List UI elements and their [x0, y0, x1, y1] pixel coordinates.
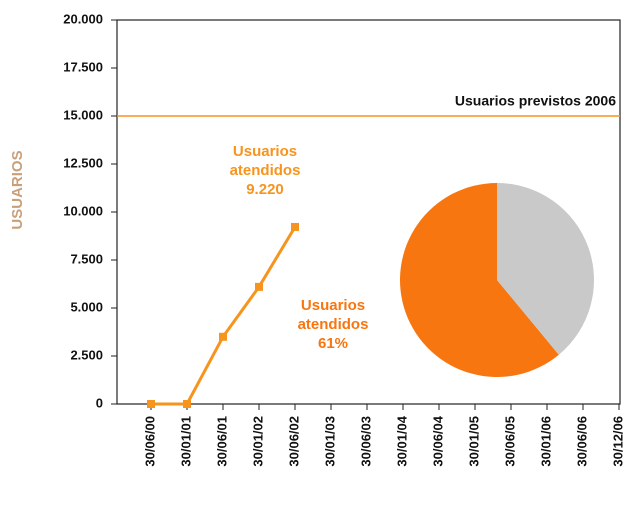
reference-label: Usuarios previstos 2006 — [455, 93, 616, 109]
y-tick-label: 20.000 — [63, 11, 103, 26]
y-tick-label: 15.000 — [63, 107, 103, 122]
x-tick-label: 30/06/02 — [286, 416, 301, 467]
x-tick-label: 30/01/04 — [394, 415, 409, 466]
x-tick-label: 30/01/03 — [322, 416, 337, 467]
x-tick-label: 30/06/01 — [214, 416, 229, 467]
x-tick-label: 30/01/06 — [538, 416, 553, 467]
point-marker — [219, 332, 227, 341]
y-tick-label: 7.500 — [70, 251, 103, 266]
point-marker — [183, 400, 191, 408]
point-marker — [255, 282, 263, 291]
x-tick-label: 30/06/03 — [358, 416, 373, 467]
x-tick-label: 30/06/06 — [574, 416, 589, 467]
y-tick-label: 5.000 — [70, 299, 103, 314]
x-tick-label: 30/01/05 — [466, 416, 481, 467]
x-tick-label: 30/01/02 — [250, 416, 265, 467]
pie-value-label: 61% — [317, 335, 349, 352]
x-tick-label: 30/12/06 — [610, 416, 625, 467]
y-axis-label: USUARIOS — [9, 150, 26, 229]
x-tick-label: 30/06/05 — [502, 416, 517, 467]
y-tick-label: 10.000 — [63, 203, 103, 218]
point-marker — [291, 222, 299, 231]
y-tick-label: 0 — [96, 395, 103, 410]
y-tick-label: 2.500 — [70, 347, 103, 362]
y-tick-label: 17.500 — [63, 59, 103, 74]
y-tick-label: 12.500 — [63, 155, 103, 170]
value-label: 9.220 — [246, 180, 284, 198]
pie-slice — [399, 183, 559, 377]
pie-slice — [497, 183, 594, 355]
line-series — [151, 226, 297, 406]
pie-label: Usuarios atendidos — [297, 297, 369, 333]
x-tick-label: 30/01/01 — [178, 416, 193, 467]
x-tick-label: 30/06/00 — [142, 416, 157, 467]
series-name-label: Usuarios atendidos — [229, 142, 301, 179]
point-marker — [147, 400, 155, 408]
x-tick-label: 30/06/04 — [430, 415, 445, 466]
